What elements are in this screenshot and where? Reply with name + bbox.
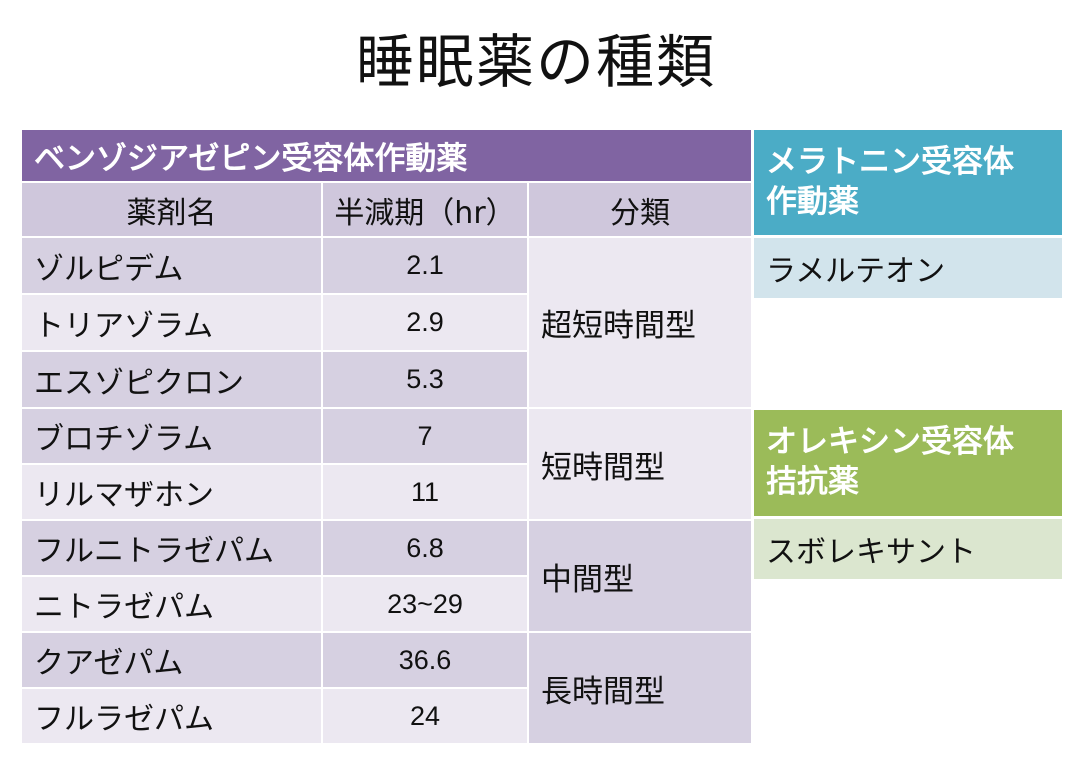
column-header-category: 分類 [529,183,751,236]
drug-name: クアゼパム [22,633,321,687]
half-life-value: 2.9 [323,295,527,350]
category-intermediate: 中間型 [529,521,751,631]
page-title: 睡眠薬の種類 [355,28,716,96]
half-life-value: 7 [323,409,527,463]
orexin-header: オレキシン受容体 拮抗薬 [754,410,1062,516]
drug-name: フルラゼパム [22,689,321,743]
category-long: 長時間型 [529,633,751,743]
half-life-value: 2.1 [323,238,527,293]
orexin-header-line1: オレキシン受容体 [766,424,1014,460]
melatonin-drug: ラメルテオン [754,238,1062,298]
melatonin-header-line1: メラトニン受容体 [766,144,1014,180]
category-ultra-short: 超短時間型 [529,238,751,407]
drug-name: エスゾピクロン [22,352,321,407]
drug-name: ブロチゾラム [22,409,321,463]
half-life-value: 23~29 [323,577,527,631]
orexin-header-line2: 拮抗薬 [766,464,859,500]
column-header-drug-name: 薬剤名 [22,183,321,236]
half-life-value: 11 [323,465,527,519]
drug-name: トリアゾラム [22,295,321,350]
drug-name: ニトラゼパム [22,577,321,631]
half-life-value: 36.6 [323,633,527,687]
drug-name: ゾルピデム [22,238,321,293]
category-short: 短時間型 [529,409,751,519]
half-life-value: 6.8 [323,521,527,575]
drug-name: リルマザホン [22,465,321,519]
benzo-table-header: ベンゾジアゼピン受容体作動薬 [22,130,751,181]
orexin-drug: スボレキサント [754,519,1062,579]
half-life-value: 5.3 [323,352,527,407]
drug-name: フルニトラゼパム [22,521,321,575]
melatonin-header-line2: 作動薬 [766,184,859,220]
half-life-value: 24 [323,689,527,743]
column-header-half-life: 半減期（hr） [323,183,527,236]
melatonin-header: メラトニン受容体 作動薬 [754,130,1062,235]
